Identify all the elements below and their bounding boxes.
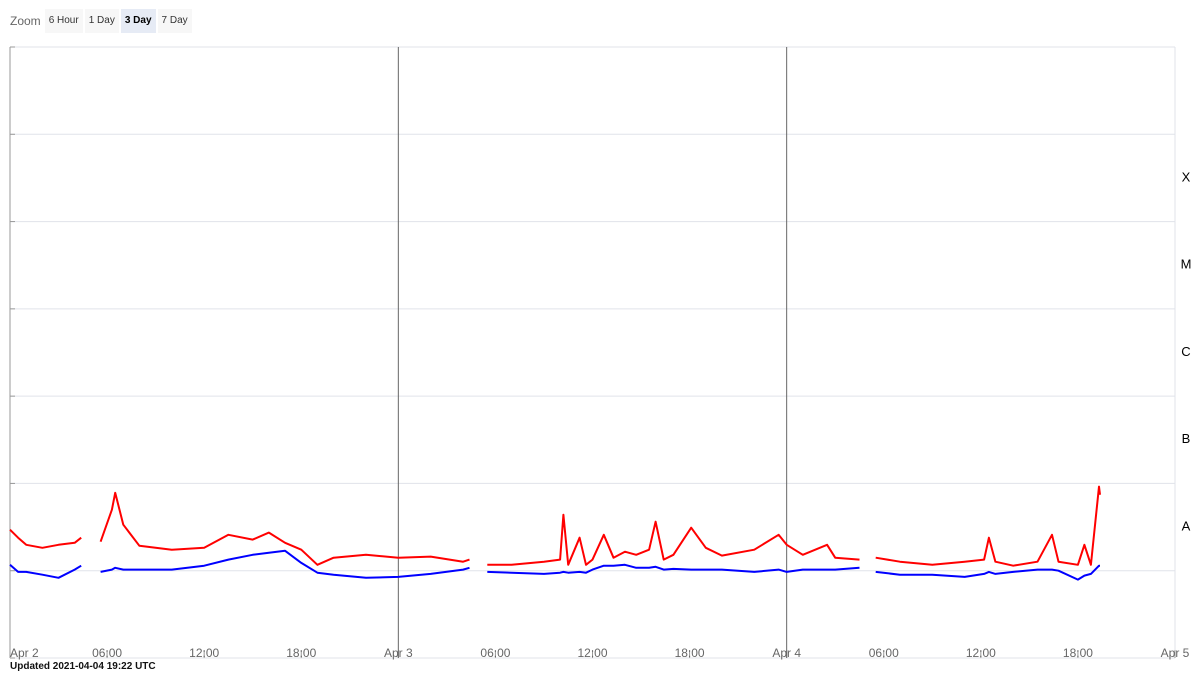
- zoom-bar: Zoom 6 Hour 1 Day 3 Day 7 Day: [10, 9, 194, 33]
- flux-line: [9, 549, 1100, 581]
- x-tick-label: 18:00: [286, 646, 316, 660]
- zoom-button[interactable]: 7 Day: [157, 9, 192, 33]
- x-tick-label: 06:00: [869, 646, 899, 660]
- x-tick-label: Apr 3: [384, 646, 413, 660]
- x-tick-label: 12:00: [966, 646, 996, 660]
- zoom-button[interactable]: 1 Day: [84, 9, 119, 33]
- x-tick-label: Apr 5: [1161, 646, 1190, 660]
- x-tick-label: 12:00: [189, 646, 219, 660]
- zoom-button[interactable]: 6 Hour: [44, 9, 83, 33]
- updated-note: Updated 2021-04-04 19:22 UTC: [10, 661, 156, 672]
- flux-line: [9, 485, 1101, 567]
- x-tick-label: 12:00: [577, 646, 607, 660]
- x-tick-label: 18:00: [675, 646, 705, 660]
- zoom-button[interactable]: 3 Day: [120, 9, 156, 33]
- class-label: B: [1182, 431, 1191, 446]
- x-tick-label: 06:00: [480, 646, 510, 660]
- x-tick-label: Apr 4: [772, 646, 801, 660]
- zoom-label: Zoom: [10, 14, 41, 28]
- x-tick-label: 18:00: [1063, 646, 1093, 660]
- class-label: A: [1182, 519, 1191, 534]
- class-label: C: [1181, 344, 1190, 359]
- x-tick-label: 06:00: [92, 646, 122, 660]
- class-label: X: [1182, 169, 1191, 184]
- x-tick-label: Apr 2: [10, 646, 39, 660]
- class-label: M: [1181, 257, 1192, 272]
